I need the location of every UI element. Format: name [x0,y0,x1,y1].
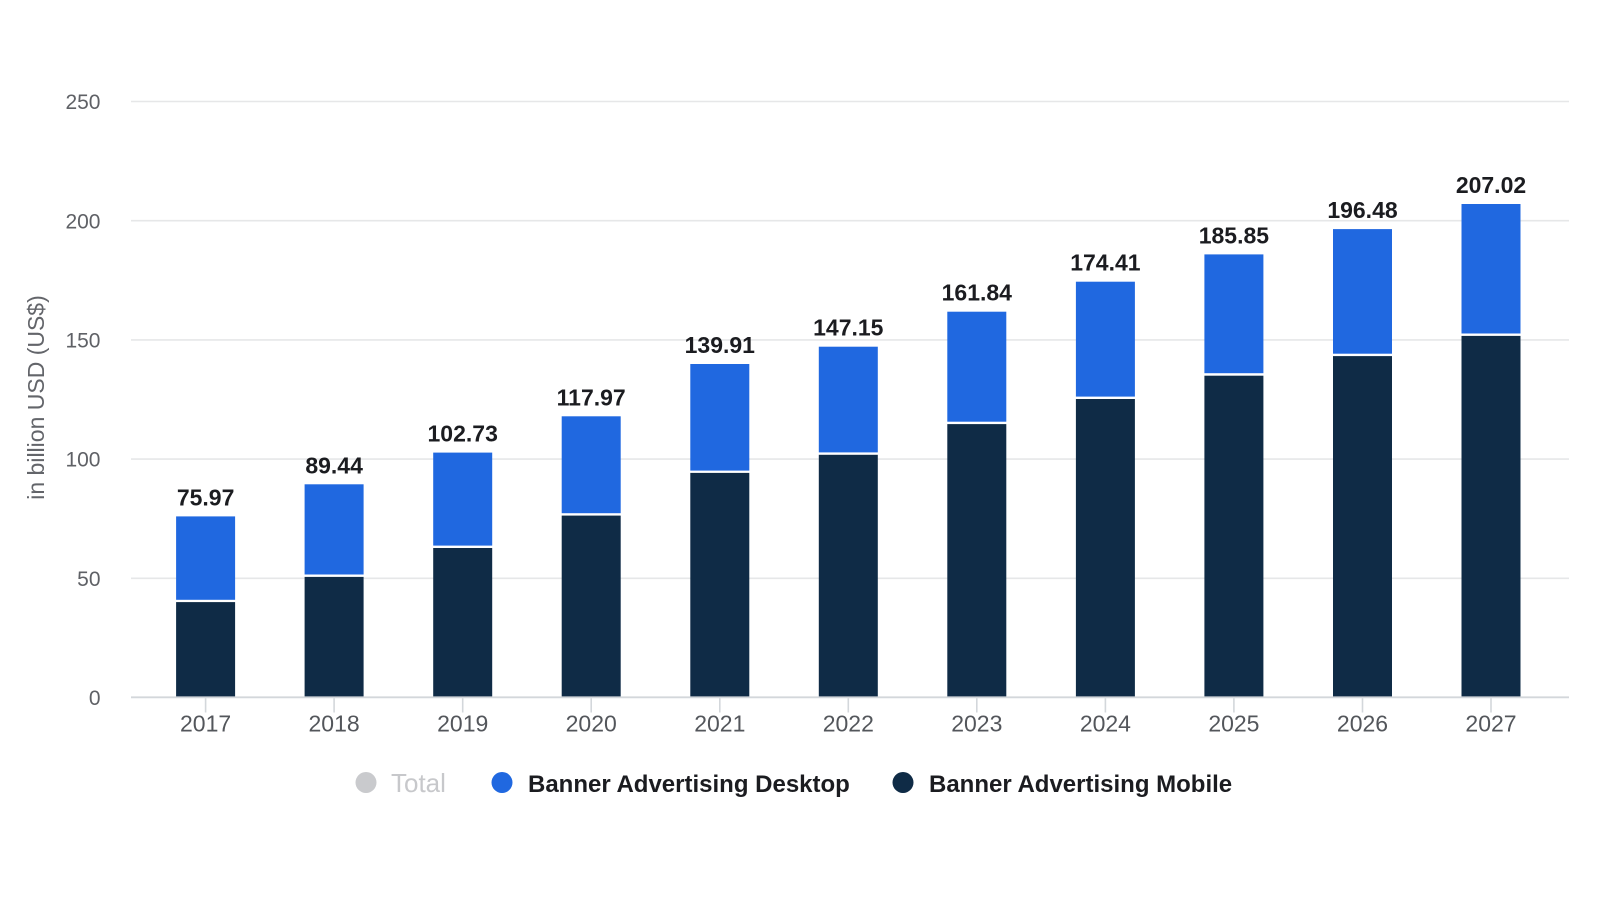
svg-text:2019: 2019 [437,711,488,737]
svg-text:Banner Advertising Mobile: Banner Advertising Mobile [929,771,1232,798]
svg-text:102.73: 102.73 [428,421,498,447]
svg-text:2021: 2021 [694,711,745,737]
svg-text:196.48: 196.48 [1327,197,1398,223]
svg-text:Total: Total [391,768,446,798]
svg-text:0: 0 [89,687,101,710]
svg-text:89.44: 89.44 [305,452,363,478]
svg-text:2022: 2022 [823,711,874,737]
svg-text:2026: 2026 [1337,711,1388,737]
svg-text:2023: 2023 [951,711,1002,737]
svg-text:185.85: 185.85 [1199,222,1270,248]
svg-text:2020: 2020 [566,711,617,737]
svg-text:100: 100 [65,449,100,472]
svg-text:174.41: 174.41 [1070,250,1141,276]
svg-text:2025: 2025 [1208,711,1259,737]
svg-text:2017: 2017 [180,711,231,737]
svg-text:50: 50 [77,568,100,591]
svg-text:207.02: 207.02 [1456,172,1526,198]
svg-text:117.97: 117.97 [557,384,626,410]
svg-text:2024: 2024 [1080,711,1131,737]
svg-text:161.84: 161.84 [942,280,1013,306]
svg-text:Banner Advertising Desktop: Banner Advertising Desktop [528,771,850,798]
svg-text:150: 150 [65,330,100,353]
svg-text:139.91: 139.91 [685,332,756,358]
svg-text:250: 250 [65,91,100,114]
svg-text:2027: 2027 [1465,711,1516,737]
svg-text:147.15: 147.15 [813,315,884,341]
svg-text:in billion USD (US$): in billion USD (US$) [23,295,49,500]
svg-text:200: 200 [65,210,100,233]
svg-text:2018: 2018 [309,711,360,737]
svg-text:75.97: 75.97 [177,484,235,510]
